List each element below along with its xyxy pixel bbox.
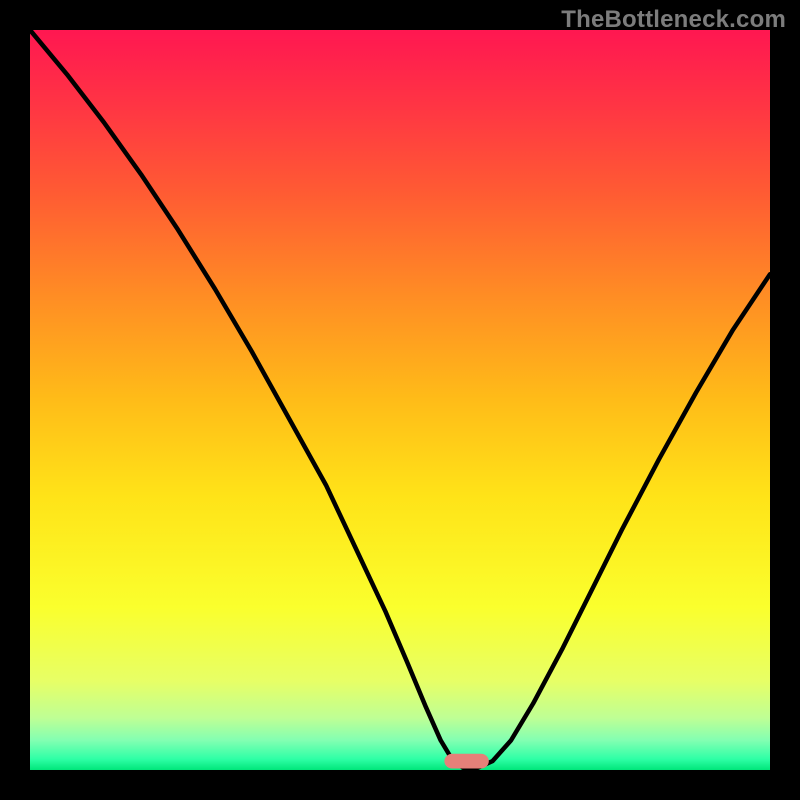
chart-stage: TheBottleneck.com	[0, 0, 800, 800]
watermark-text: TheBottleneck.com	[561, 6, 786, 34]
bottleneck-chart	[30, 30, 770, 770]
legend-marker	[444, 754, 488, 769]
chart-background	[30, 30, 770, 770]
